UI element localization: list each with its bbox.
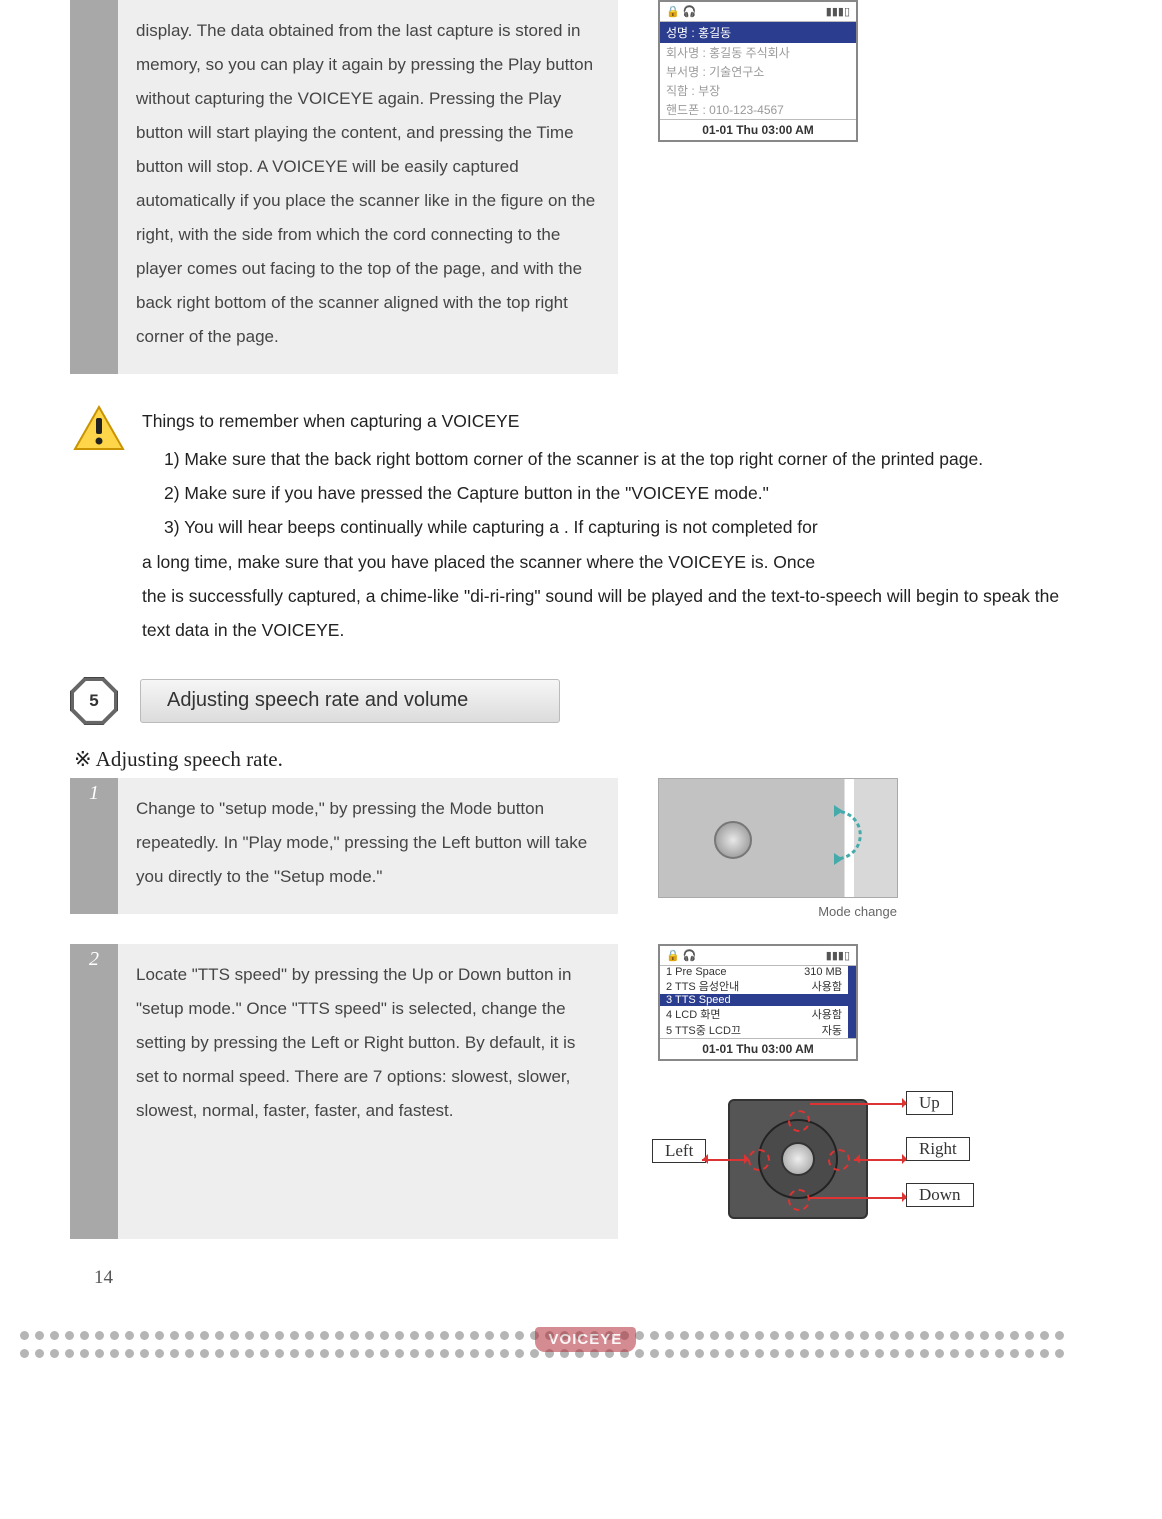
step-number-col [70,0,118,374]
right-label: Right [906,1137,970,1161]
battery-icon: ▮▮▮▯ [826,949,850,962]
setup-list-row: 1 Pre Space310 MB [660,966,848,978]
phone-status-bar: 🔒 🎧 ▮▮▮▯ [660,2,856,22]
scrollbar [848,966,856,1038]
page-number: 14 [94,1267,1092,1289]
warning-icon-col [70,404,142,647]
setup-list-row: 2 TTS 음성안내사용함 [660,978,848,994]
footer-strip: VOICEYE [0,1321,1162,1369]
setup-list-row: 4 LCD 화면사용함 [660,1006,848,1022]
section-number-badge: 5 [70,677,118,725]
section-title: Adjusting speech rate and volume [140,679,560,723]
warning-item-2: 2) Make sure if you have pressed the Cap… [186,476,1092,510]
phone-info-line: 회사명 : 홍길동 주식회사 [660,43,856,62]
setup-list-row: 5 TTS중 LCD끄자동 [660,1022,848,1038]
step2-figure: 🔒 🎧 ▮▮▮▯ 1 Pre Space310 MB2 TTS 음성안내사용함3… [618,944,958,1239]
battery-icon: ▮▮▮▯ [826,5,850,18]
phone-setup-list: 🔒 🎧 ▮▮▮▯ 1 Pre Space310 MB2 TTS 음성안내사용함3… [658,944,858,1061]
step1-number: 1 [70,778,118,914]
mode-change-caption: Mode change [818,904,897,919]
warning-item-3: 3) You will hear beeps continually while… [186,510,1092,544]
step1-text: Change to "setup mode," by pressing the … [118,778,618,914]
phone-info-line: 핸드폰 : 010-123-4567 [660,100,856,119]
up-label: Up [906,1091,953,1115]
warning-title: Things to remember when capturing a VOIC… [142,404,1092,438]
phone2-time-bar: 01-01 Thu 03:00 AM [660,1038,856,1059]
phone2-status-bar: 🔒 🎧 ▮▮▮▯ [660,946,856,966]
dpad-diagram: Left Up Right Down [658,1079,988,1239]
phone-info-card: 🔒 🎧 ▮▮▮▯ 성명 : 홍길동 회사명 : 홍길동 주식회사부서명 : 기술… [658,0,858,142]
warning-icon [72,404,126,454]
step2-number: 2 [70,944,118,1239]
phone-info-line: 부서명 : 기술연구소 [660,62,856,81]
phone-time-bar: 01-01 Thu 03:00 AM [660,119,856,140]
setup-list-row: 3 TTS Speed [660,994,848,1006]
voiceye-logo: VOICEYE [535,1327,637,1352]
warning-text: Things to remember when capturing a VOIC… [142,404,1092,647]
intro-phone-figure: 🔒 🎧 ▮▮▮▯ 성명 : 홍길동 회사명 : 홍길동 주식회사부서명 : 기술… [618,0,958,374]
phone-name-line: 성명 : 홍길동 [660,22,856,43]
subhead-speech-rate: ※ Adjusting speech rate. [74,747,1092,772]
warning-cont-2: the is successfully captured, a chime-li… [142,579,1092,647]
mode-change-photo: Mode change [658,778,898,898]
intro-step-text: display. The data obtained from the last… [118,0,618,374]
lock-icon: 🔒 🎧 [666,5,696,18]
phone-info-line: 직함 : 부장 [660,81,856,100]
down-label: Down [906,1183,974,1207]
warning-cont-1: a long time, make sure that you have pla… [142,545,1092,579]
step1-figure: Mode change [618,778,958,914]
section-number: 5 [74,681,114,721]
lock-icon: 🔒 🎧 [666,949,696,962]
warning-item-1: 1) Make sure that the back right bottom … [186,442,1092,476]
step2-text: Locate "TTS speed" by pressing the Up or… [118,944,618,1239]
